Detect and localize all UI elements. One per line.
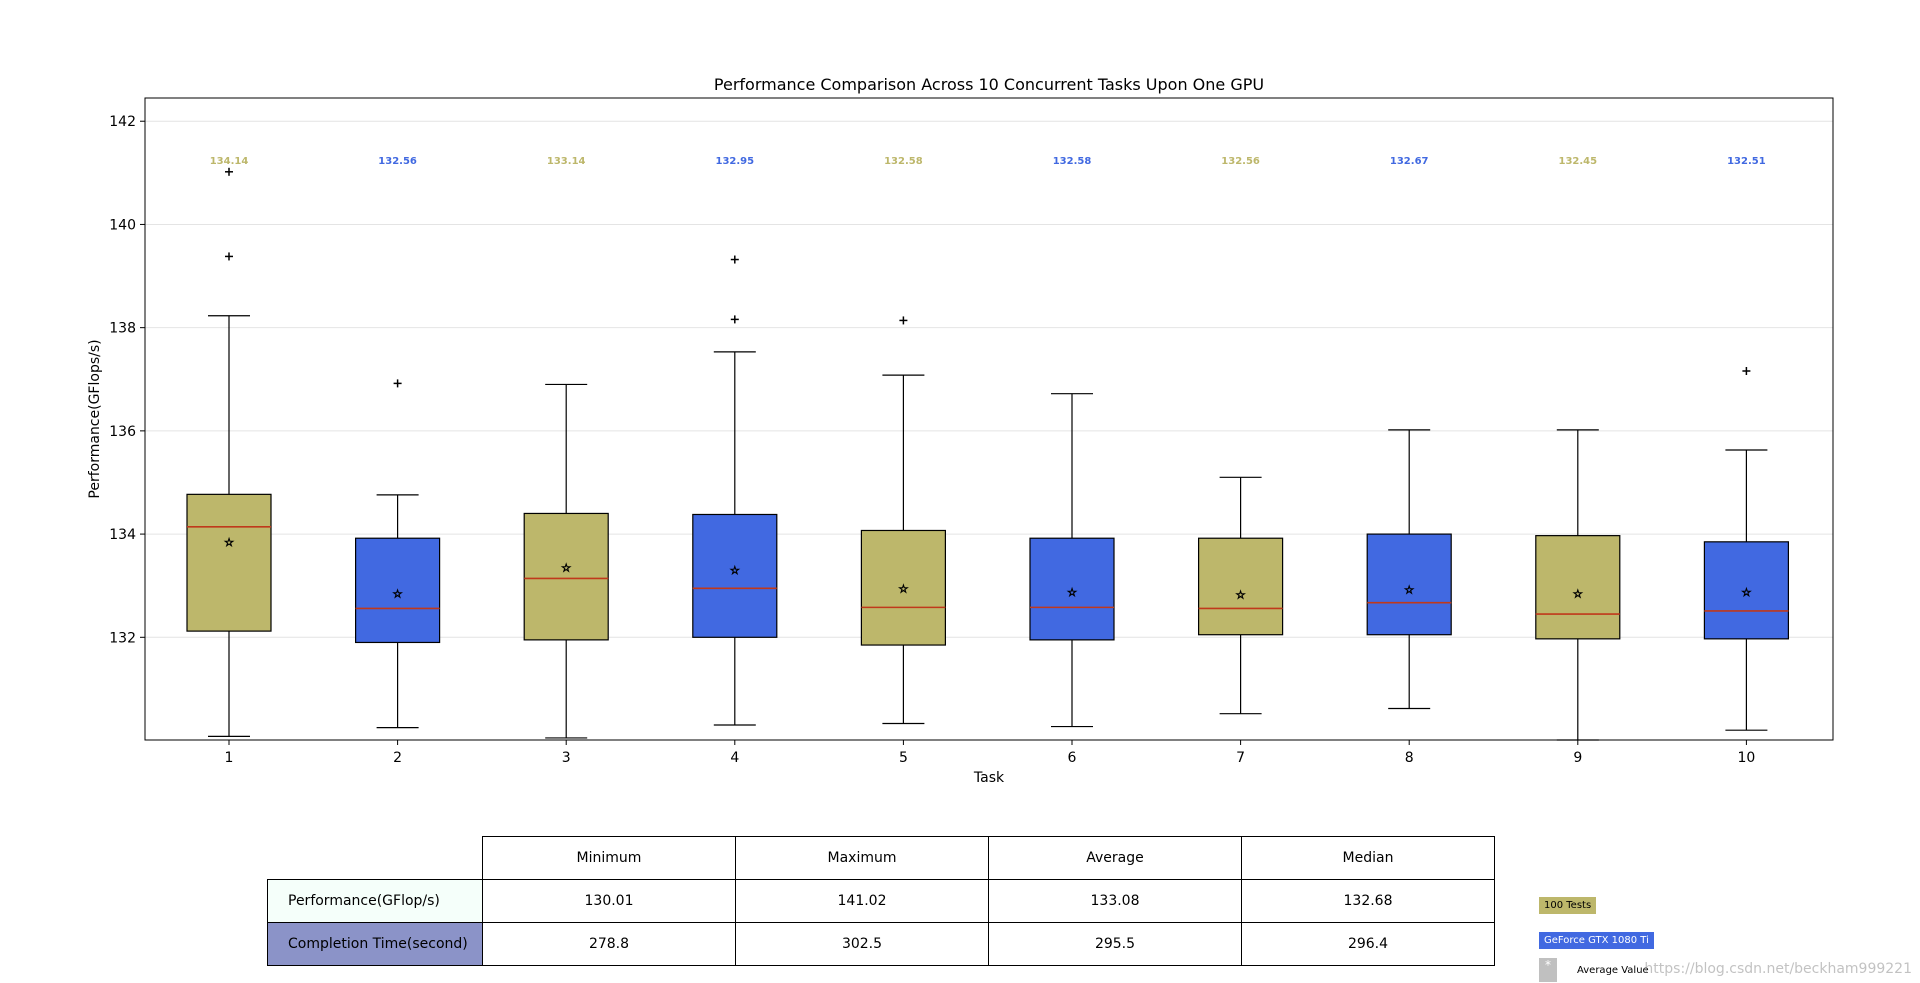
x-tick-label: 2 [393, 750, 402, 766]
box [1029, 537, 1115, 641]
table-header-row: Minimum Maximum Average Median [268, 836, 1495, 880]
median-data-label: 134.14 [210, 156, 249, 167]
box [186, 493, 272, 632]
table-header: Maximum [735, 836, 989, 880]
x-tick-label: 5 [899, 750, 908, 766]
row-label-performance: Performance(GFlop/s) [267, 879, 483, 923]
x-tick-label: 8 [1405, 750, 1414, 766]
median-data-label: 133.14 [547, 156, 586, 167]
legend-gpu-label: GeForce GTX 1080 Ti [1544, 935, 1649, 946]
box [1703, 541, 1790, 640]
table-cell: 278.8 [482, 922, 736, 966]
x-axis: 1 2 3 4 5 6 7 8 9 10 [225, 740, 1755, 766]
mean-marker: ☆ [1067, 586, 1077, 599]
median-data-label: 132.56 [378, 156, 417, 167]
x-tick-label: 6 [1068, 750, 1077, 766]
median-data-label: 132.45 [1559, 156, 1598, 167]
x-tick-label: 3 [562, 750, 571, 766]
box [1535, 535, 1621, 640]
legend-average-label: Average Value [1577, 965, 1649, 976]
x-tick-label: 9 [1573, 750, 1582, 766]
box [692, 513, 778, 638]
table-cell: 130.01 [482, 879, 736, 923]
y-tick-label: 134 [109, 527, 136, 543]
table-corner [268, 837, 483, 880]
box [1366, 533, 1452, 636]
x-axis-label: Task [973, 770, 1005, 786]
mean-marker: ☆ [393, 587, 403, 600]
plot-frame [144, 97, 1834, 741]
median-data-label: 132.95 [716, 156, 755, 167]
x-tick-label: 10 [1737, 750, 1755, 766]
table-row: Performance(GFlop/s) 130.01 141.02 133.0… [267, 879, 1495, 923]
legend-tests: 100 Tests [1539, 897, 1597, 914]
y-tick-label: 132 [109, 630, 136, 646]
table-cell: 133.08 [988, 879, 1242, 923]
table-cell: 132.68 [1241, 879, 1495, 923]
y-axis: 132 134 136 138 140 142 [109, 114, 145, 646]
legend-average-marker: * [1539, 958, 1557, 982]
legend-gpu: GeForce GTX 1080 Ti [1539, 932, 1654, 949]
median-data-label: 132.58 [1053, 156, 1092, 167]
box [523, 512, 609, 641]
median-data-label: 132.56 [1221, 156, 1260, 167]
mean-marker: ☆ [730, 564, 740, 577]
median-data-label: 132.51 [1727, 156, 1766, 167]
watermark: https://blog.csdn.net/beckham999221 [1644, 961, 1912, 977]
x-tick-label: 7 [1236, 750, 1245, 766]
median-data-label: 132.58 [884, 156, 923, 167]
y-axis-label: Performance(GFlops/s) [87, 339, 103, 498]
legend-tests-label: 100 Tests [1544, 900, 1592, 911]
y-tick-label: 140 [109, 217, 136, 233]
box [860, 529, 947, 646]
mean-marker: ☆ [1236, 588, 1246, 601]
table-cell: 302.5 [735, 922, 989, 966]
y-tick-label: 142 [109, 114, 136, 130]
table-cell: 295.5 [988, 922, 1242, 966]
table-header: Minimum [482, 836, 736, 880]
x-tick-label: 1 [225, 750, 234, 766]
chart-title: Performance Comparison Across 10 Concurr… [714, 75, 1264, 94]
table-row: Completion Time(second) 278.8 302.5 295.… [267, 922, 1495, 966]
table-cell: 141.02 [735, 879, 989, 923]
box [1197, 537, 1284, 636]
mean-marker: ☆ [224, 536, 234, 549]
mean-marker: ☆ [1741, 586, 1751, 599]
row-label-completion-time: Completion Time(second) [267, 922, 483, 966]
stats-table: Minimum Maximum Average Median Performan… [267, 836, 1495, 966]
median-data-label: 132.67 [1390, 156, 1429, 167]
mean-marker: ☆ [1404, 583, 1414, 596]
table-header: Median [1241, 836, 1495, 880]
mean-marker: ☆ [561, 562, 571, 575]
box [355, 537, 441, 644]
boxes: ☆ 134.14 ☆ 132.56 ☆ 133.14 ☆ 132.95 ☆ 132.58 ☆ 132.… [186, 156, 1790, 741]
table-header: Average [988, 836, 1242, 880]
mean-marker: ☆ [898, 582, 908, 595]
table-cell: 296.4 [1241, 922, 1495, 966]
y-tick-label: 136 [109, 424, 136, 440]
x-tick-label: 4 [730, 750, 739, 766]
mean-marker: ☆ [1573, 587, 1583, 600]
y-tick-label: 138 [109, 321, 136, 337]
